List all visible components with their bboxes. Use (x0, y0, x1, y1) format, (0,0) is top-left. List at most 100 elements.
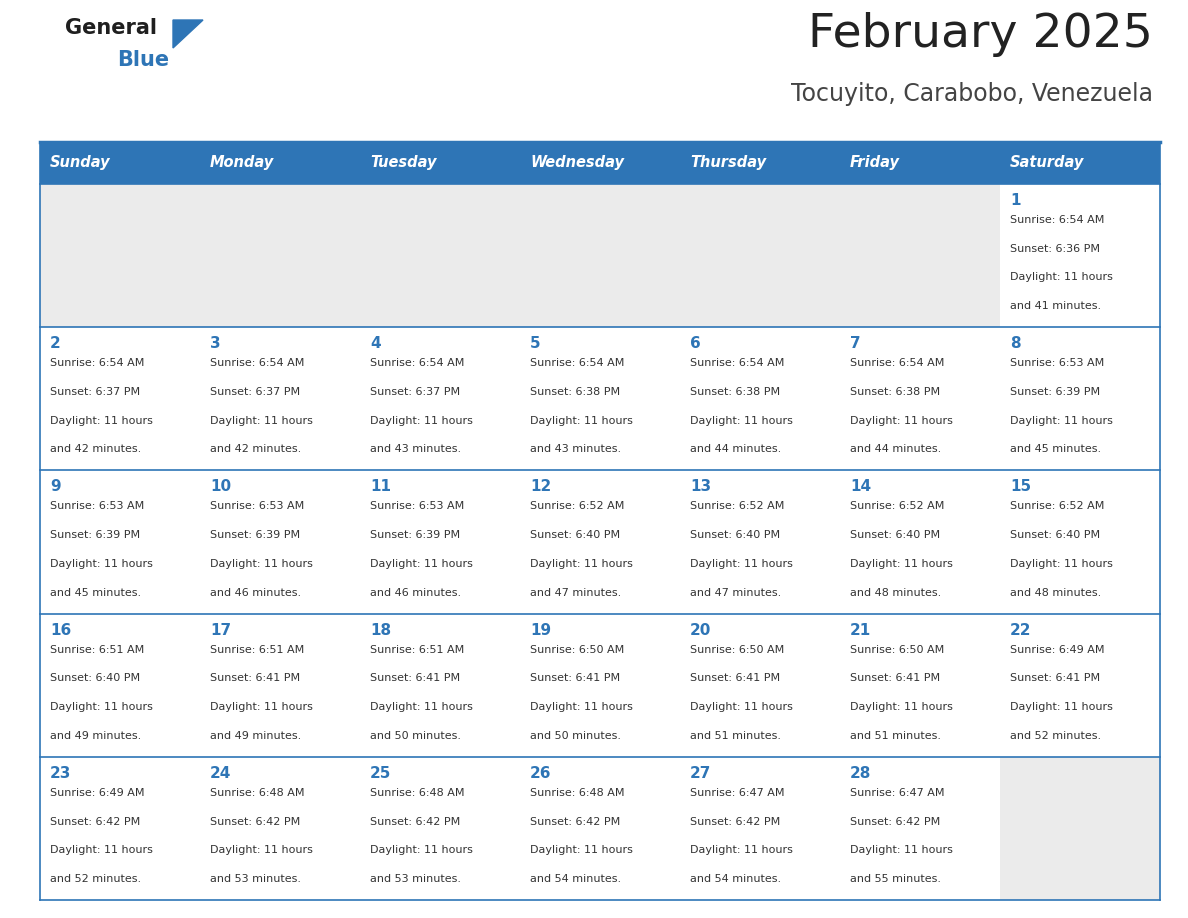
Text: 14: 14 (849, 479, 871, 495)
Text: Sunrise: 6:52 AM: Sunrise: 6:52 AM (690, 501, 784, 511)
Bar (40, 613, 200, 756)
Text: Daylight: 11 hours: Daylight: 11 hours (210, 559, 312, 569)
Text: Sunrise: 6:54 AM: Sunrise: 6:54 AM (530, 358, 625, 368)
Text: and 54 minutes.: and 54 minutes. (530, 874, 621, 884)
Bar (840, 470, 1000, 613)
Text: Sunset: 6:42 PM: Sunset: 6:42 PM (530, 816, 620, 826)
Bar (200, 327, 360, 470)
Text: Daylight: 11 hours: Daylight: 11 hours (1010, 702, 1113, 712)
Bar (520, 756, 680, 900)
Text: Sunrise: 6:53 AM: Sunrise: 6:53 AM (1010, 358, 1105, 368)
Text: General: General (65, 18, 157, 38)
Bar (1000, 327, 1159, 470)
Text: and 49 minutes.: and 49 minutes. (50, 731, 141, 741)
Text: Sunrise: 6:50 AM: Sunrise: 6:50 AM (530, 644, 624, 655)
Text: Sunset: 6:41 PM: Sunset: 6:41 PM (530, 673, 620, 683)
Text: Daylight: 11 hours: Daylight: 11 hours (530, 845, 633, 856)
Text: 21: 21 (849, 622, 871, 638)
Text: Sunrise: 6:47 AM: Sunrise: 6:47 AM (690, 788, 784, 798)
Bar (200, 184, 360, 327)
Text: 20: 20 (690, 622, 712, 638)
Text: Sunrise: 6:54 AM: Sunrise: 6:54 AM (690, 358, 784, 368)
Text: Daylight: 11 hours: Daylight: 11 hours (50, 845, 153, 856)
Text: Sunset: 6:37 PM: Sunset: 6:37 PM (210, 386, 301, 397)
Bar (680, 470, 840, 613)
Bar (680, 756, 840, 900)
Text: and 53 minutes.: and 53 minutes. (369, 874, 461, 884)
Text: and 47 minutes.: and 47 minutes. (530, 588, 621, 598)
Text: Daylight: 11 hours: Daylight: 11 hours (690, 845, 792, 856)
Text: 16: 16 (50, 622, 71, 638)
Text: Sunrise: 6:52 AM: Sunrise: 6:52 AM (849, 501, 944, 511)
Text: 10: 10 (210, 479, 232, 495)
Text: 24: 24 (210, 766, 232, 781)
Text: Sunset: 6:42 PM: Sunset: 6:42 PM (50, 816, 140, 826)
Bar (1000, 756, 1159, 900)
Text: and 48 minutes.: and 48 minutes. (1010, 588, 1101, 598)
Text: and 46 minutes.: and 46 minutes. (210, 588, 301, 598)
Text: Tocuyito, Carabobo, Venezuela: Tocuyito, Carabobo, Venezuela (791, 82, 1154, 106)
Text: and 51 minutes.: and 51 minutes. (690, 731, 781, 741)
Text: Sunrise: 6:54 AM: Sunrise: 6:54 AM (369, 358, 465, 368)
Text: 5: 5 (530, 336, 541, 352)
Text: and 44 minutes.: and 44 minutes. (690, 444, 782, 454)
Text: Daylight: 11 hours: Daylight: 11 hours (1010, 273, 1113, 283)
Text: 3: 3 (210, 336, 221, 352)
Text: Sunset: 6:38 PM: Sunset: 6:38 PM (690, 386, 781, 397)
Text: Sunset: 6:42 PM: Sunset: 6:42 PM (690, 816, 781, 826)
Text: Daylight: 11 hours: Daylight: 11 hours (369, 559, 473, 569)
Text: Monday: Monday (210, 155, 274, 171)
Bar (40, 142, 1159, 184)
Text: Sunset: 6:39 PM: Sunset: 6:39 PM (1010, 386, 1100, 397)
Bar (40, 756, 200, 900)
Text: Sunset: 6:41 PM: Sunset: 6:41 PM (1010, 673, 1100, 683)
Text: Sunset: 6:39 PM: Sunset: 6:39 PM (369, 530, 460, 540)
Text: Daylight: 11 hours: Daylight: 11 hours (50, 416, 153, 426)
Text: Daylight: 11 hours: Daylight: 11 hours (50, 559, 153, 569)
Text: and 52 minutes.: and 52 minutes. (50, 874, 141, 884)
Text: Sunset: 6:39 PM: Sunset: 6:39 PM (50, 530, 140, 540)
Bar (520, 327, 680, 470)
Text: Sunrise: 6:53 AM: Sunrise: 6:53 AM (369, 501, 465, 511)
Bar (1000, 470, 1159, 613)
Bar (1000, 184, 1159, 327)
Text: 12: 12 (530, 479, 551, 495)
Text: Sunrise: 6:47 AM: Sunrise: 6:47 AM (849, 788, 944, 798)
Bar (840, 327, 1000, 470)
Text: and 46 minutes.: and 46 minutes. (369, 588, 461, 598)
Text: Daylight: 11 hours: Daylight: 11 hours (690, 416, 792, 426)
Text: Sunrise: 6:48 AM: Sunrise: 6:48 AM (210, 788, 304, 798)
Text: Daylight: 11 hours: Daylight: 11 hours (369, 416, 473, 426)
Text: Sunset: 6:42 PM: Sunset: 6:42 PM (210, 816, 301, 826)
Text: Daylight: 11 hours: Daylight: 11 hours (690, 559, 792, 569)
Text: Daylight: 11 hours: Daylight: 11 hours (530, 416, 633, 426)
Text: and 42 minutes.: and 42 minutes. (210, 444, 302, 454)
Text: 2: 2 (50, 336, 61, 352)
Text: and 51 minutes.: and 51 minutes. (849, 731, 941, 741)
Text: Sunrise: 6:49 AM: Sunrise: 6:49 AM (50, 788, 145, 798)
Text: 13: 13 (690, 479, 712, 495)
Text: Sunset: 6:40 PM: Sunset: 6:40 PM (849, 530, 940, 540)
Text: Sunrise: 6:54 AM: Sunrise: 6:54 AM (210, 358, 304, 368)
Text: 25: 25 (369, 766, 391, 781)
Text: Sunrise: 6:54 AM: Sunrise: 6:54 AM (849, 358, 944, 368)
Bar (360, 756, 520, 900)
Text: Sunrise: 6:54 AM: Sunrise: 6:54 AM (50, 358, 145, 368)
Text: Sunset: 6:40 PM: Sunset: 6:40 PM (1010, 530, 1100, 540)
Text: and 45 minutes.: and 45 minutes. (1010, 444, 1101, 454)
Bar (680, 184, 840, 327)
Bar (1000, 613, 1159, 756)
Text: Daylight: 11 hours: Daylight: 11 hours (210, 845, 312, 856)
Bar (40, 327, 200, 470)
Text: February 2025: February 2025 (808, 12, 1154, 57)
Text: Sunrise: 6:50 AM: Sunrise: 6:50 AM (690, 644, 784, 655)
Text: 7: 7 (849, 336, 860, 352)
Bar (360, 184, 520, 327)
Text: 8: 8 (1010, 336, 1020, 352)
Text: Sunset: 6:40 PM: Sunset: 6:40 PM (530, 530, 620, 540)
Text: 22: 22 (1010, 622, 1031, 638)
Bar (520, 470, 680, 613)
Text: 1: 1 (1010, 193, 1020, 208)
Text: Daylight: 11 hours: Daylight: 11 hours (690, 702, 792, 712)
Text: and 41 minutes.: and 41 minutes. (1010, 301, 1101, 311)
